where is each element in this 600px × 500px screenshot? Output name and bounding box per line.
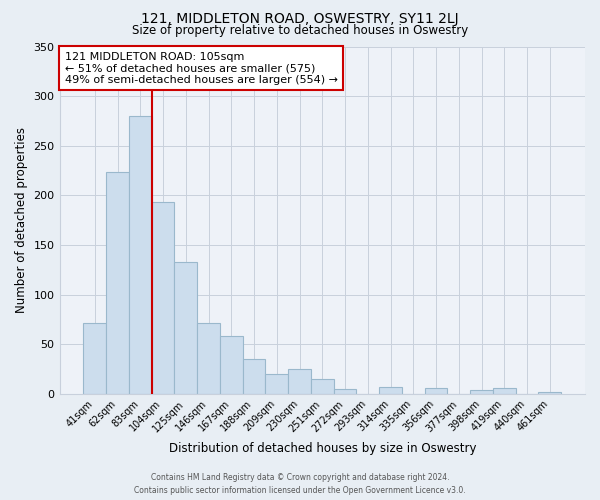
Bar [106, 172, 129, 394]
Y-axis label: Number of detached properties: Number of detached properties [15, 127, 28, 313]
Bar [470, 390, 493, 394]
Text: 121 MIDDLETON ROAD: 105sqm
← 51% of detached houses are smaller (575)
49% of sem: 121 MIDDLETON ROAD: 105sqm ← 51% of deta… [65, 52, 338, 85]
Bar [152, 202, 175, 394]
Text: Size of property relative to detached houses in Oswestry: Size of property relative to detached ho… [132, 24, 468, 37]
Bar [197, 324, 220, 394]
Bar [311, 379, 334, 394]
Bar [493, 388, 515, 394]
Bar [265, 374, 288, 394]
Bar [175, 262, 197, 394]
Bar [83, 324, 106, 394]
Text: Contains HM Land Registry data © Crown copyright and database right 2024.
Contai: Contains HM Land Registry data © Crown c… [134, 474, 466, 495]
Bar [334, 389, 356, 394]
Bar [129, 116, 152, 394]
X-axis label: Distribution of detached houses by size in Oswestry: Distribution of detached houses by size … [169, 442, 476, 455]
Bar [538, 392, 561, 394]
Text: 121, MIDDLETON ROAD, OSWESTRY, SY11 2LJ: 121, MIDDLETON ROAD, OSWESTRY, SY11 2LJ [141, 12, 459, 26]
Bar [425, 388, 448, 394]
Bar [220, 336, 242, 394]
Bar [288, 369, 311, 394]
Bar [242, 359, 265, 394]
Bar [379, 387, 402, 394]
